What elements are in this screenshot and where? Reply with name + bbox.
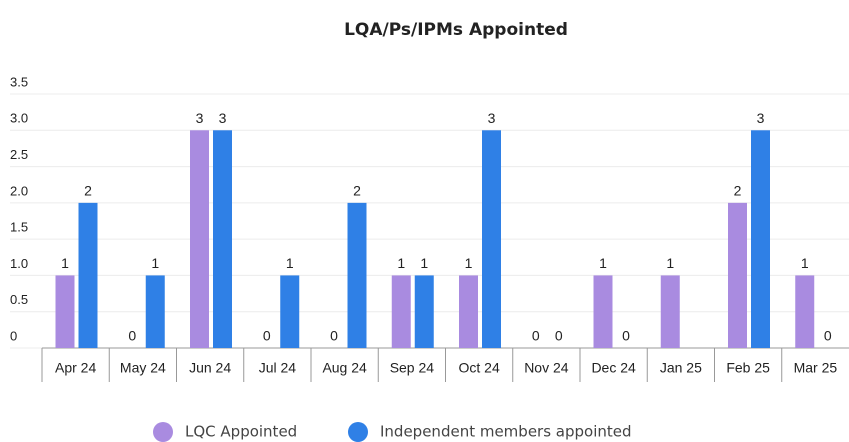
bar (593, 275, 613, 348)
y-tick-label: 3.0 (10, 111, 28, 126)
bar (391, 275, 411, 348)
legend-swatch (153, 422, 173, 442)
value-label: 0 (532, 328, 540, 344)
bar (213, 130, 232, 348)
y-tick-label: 1.0 (10, 256, 28, 271)
value-label: 2 (734, 183, 742, 199)
y-tick-label: 2.0 (10, 183, 28, 198)
value-label: 0 (824, 328, 832, 344)
bar (728, 202, 747, 348)
value-label: 1 (397, 255, 405, 271)
value-label: 1 (420, 255, 428, 271)
legend-label: Independent members appointed (380, 423, 632, 441)
bar (78, 202, 98, 348)
x-tick-label: Nov 24 (524, 360, 569, 376)
y-tick-label: 0.5 (10, 292, 28, 307)
value-label: 3 (196, 110, 204, 126)
bar (482, 130, 501, 348)
y-tick-label: 2.5 (10, 147, 28, 162)
bar (280, 275, 300, 348)
x-tick-label: Apr 24 (55, 360, 96, 376)
value-label: 2 (84, 183, 92, 199)
value-label: 0 (330, 328, 338, 344)
value-label: 3 (488, 110, 496, 126)
value-label: 3 (757, 110, 765, 126)
value-label: 1 (61, 255, 69, 271)
x-tick-label: Sep 24 (390, 360, 435, 376)
x-tick-label: Mar 25 (794, 360, 838, 376)
bar (459, 275, 478, 348)
bar (660, 275, 680, 348)
value-label: 1 (801, 255, 809, 271)
value-label: 1 (151, 255, 159, 271)
bar (347, 202, 367, 348)
value-label: 1 (465, 255, 473, 271)
x-tick-label: Aug 24 (322, 360, 367, 376)
y-tick-label: 3.5 (10, 74, 28, 89)
x-tick-label: Oct 24 (459, 360, 500, 376)
bar (795, 275, 815, 348)
value-label: 0 (263, 328, 271, 344)
legend-label: LQC Appointed (185, 423, 297, 441)
value-label: 2 (353, 183, 361, 199)
value-label: 0 (622, 328, 630, 344)
value-label: 1 (286, 255, 294, 271)
value-label: 1 (599, 255, 607, 271)
bar (414, 275, 434, 348)
x-tick-label: May 24 (120, 360, 166, 376)
x-tick-label: Jan 25 (660, 360, 702, 376)
bar (55, 275, 75, 348)
y-tick-label: 1.5 (10, 220, 28, 235)
bar (190, 130, 209, 348)
x-tick-label: Dec 24 (591, 360, 636, 376)
value-label: 3 (219, 110, 227, 126)
chart-title: LQA/Ps/IPMs Appointed (344, 20, 568, 40)
legend-swatch (348, 422, 368, 442)
bar (145, 275, 165, 348)
x-tick-label: Feb 25 (726, 360, 770, 376)
value-label: 1 (666, 255, 674, 271)
value-label: 0 (128, 328, 136, 344)
x-tick-label: Jul 24 (259, 360, 297, 376)
x-tick-label: Jun 24 (189, 360, 231, 376)
y-tick-label: 0 (10, 328, 17, 343)
value-label: 0 (555, 328, 563, 344)
bar (751, 130, 770, 348)
